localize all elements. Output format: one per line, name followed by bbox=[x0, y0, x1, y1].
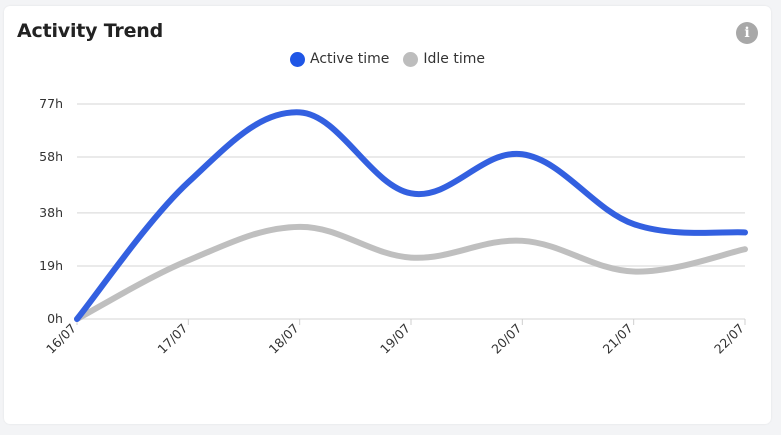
y-tick-label-1: 19h bbox=[39, 258, 63, 273]
series-line-idle bbox=[74, 223, 748, 322]
legend-label-active: Active time bbox=[310, 51, 390, 67]
x-tick-label-2: 18/07 bbox=[266, 321, 302, 357]
x-tick-label-4: 20/07 bbox=[488, 321, 524, 357]
x-tick-label-5: 21/07 bbox=[600, 321, 636, 357]
info-icon[interactable]: i bbox=[736, 22, 758, 44]
series-line-active bbox=[74, 109, 748, 322]
legend-swatch-active bbox=[290, 51, 305, 67]
y-tick-label-3: 58h bbox=[39, 149, 63, 164]
legend-item-idle[interactable]: Idle time bbox=[403, 51, 485, 67]
y-tick-label-0: 0h bbox=[47, 311, 63, 326]
chart-title: Activity Trend bbox=[17, 20, 163, 42]
activity-trend-card: Activity Trend i Active time Idle time 0… bbox=[4, 6, 771, 424]
y-tick-label-4: 77h bbox=[39, 96, 63, 111]
x-tick-label-3: 19/07 bbox=[377, 321, 413, 357]
y-tick-label-2: 38h bbox=[39, 205, 63, 220]
legend-label-idle: Idle time bbox=[423, 51, 485, 67]
chart-legend: Active time Idle time bbox=[4, 51, 771, 67]
x-tick-label-6: 22/07 bbox=[711, 321, 747, 357]
legend-swatch-idle bbox=[403, 51, 419, 67]
x-tick-label-1: 17/07 bbox=[154, 321, 190, 357]
legend-item-active[interactable]: Active time bbox=[290, 51, 389, 67]
